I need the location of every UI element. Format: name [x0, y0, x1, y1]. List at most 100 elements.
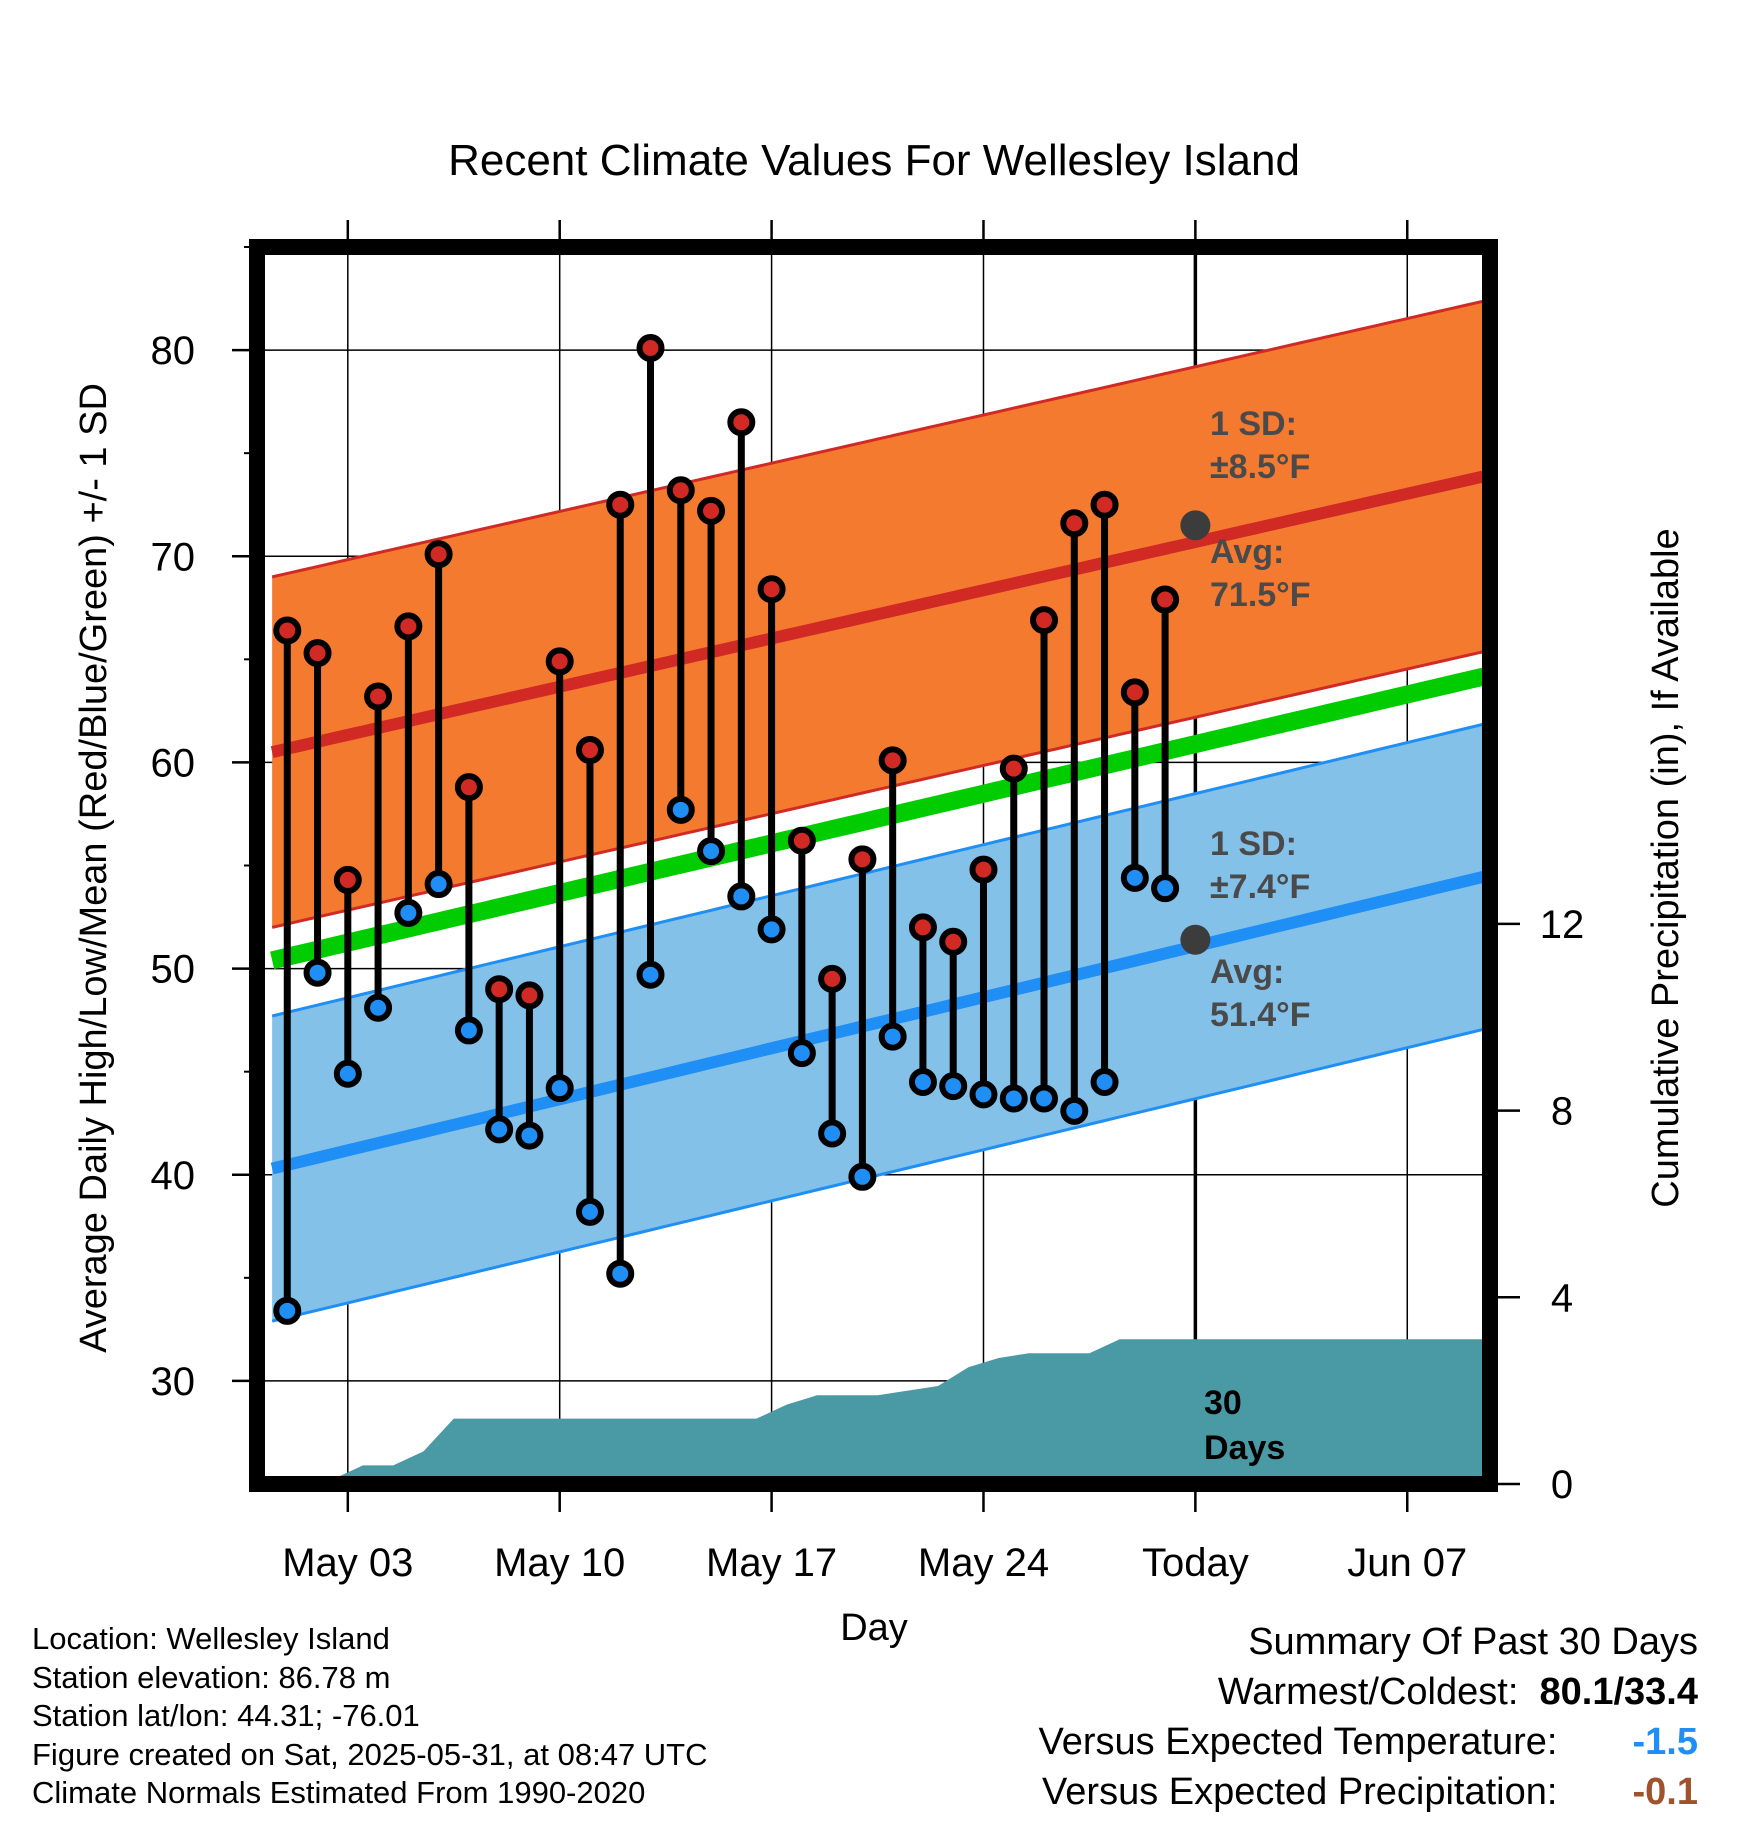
summary-panel: Summary Of Past 30 Days Warmest/Coldest:… — [1039, 1617, 1698, 1817]
low-band-lower — [271, 1026, 1490, 1323]
daily-low-point — [999, 1084, 1028, 1113]
daily-low-point — [1060, 1096, 1089, 1125]
daily-high-point — [303, 639, 332, 668]
high-sd-value: ±8.5°F — [1210, 448, 1310, 486]
daily-high-point — [727, 408, 756, 437]
daily-high-point — [485, 975, 514, 1004]
y-tick-label: 30 — [151, 1360, 196, 1404]
x-tick-label: May 17 — [706, 1541, 837, 1585]
period-number: 30 — [1204, 1384, 1242, 1422]
daily-high-point — [333, 865, 362, 894]
x-axis-label: Day — [840, 1607, 908, 1649]
daily-high-point — [787, 826, 816, 855]
chart-title: Recent Climate Values For Wellesley Isla… — [448, 136, 1300, 185]
today-low-normal-dot — [1180, 924, 1211, 955]
daily-low-point — [1151, 874, 1180, 903]
summary-precip: Versus Expected Precipitation: -0.1 — [1039, 1767, 1698, 1817]
daily-high-point — [1030, 606, 1059, 635]
daily-high-point — [273, 616, 302, 645]
y2-tick-label: 8 — [1551, 1090, 1573, 1134]
daily-low-point — [273, 1296, 302, 1325]
temp-label: Versus Expected Temperature: — [1038, 1721, 1558, 1763]
daily-low-point — [939, 1072, 968, 1101]
temp-value: -1.5 — [1632, 1721, 1698, 1763]
high-avg-label: Avg: — [1210, 533, 1284, 571]
daily-high-point — [1060, 509, 1089, 538]
daily-low-point — [1030, 1084, 1059, 1113]
daily-low-point — [394, 898, 423, 927]
daily-low-point — [606, 1259, 635, 1288]
summary-warm-cold: Warmest/Coldest: 80.1/33.4 — [1039, 1667, 1698, 1717]
summary-temp: Versus Expected Temperature: -1.5 — [1039, 1717, 1698, 1767]
daily-high-point — [757, 575, 786, 604]
period-unit: Days — [1204, 1429, 1285, 1467]
daily-high-point — [454, 773, 483, 802]
daily-low-point — [303, 958, 332, 987]
daily-low-point — [878, 1022, 907, 1051]
daily-high-point — [878, 746, 907, 775]
daily-low-point — [727, 882, 756, 911]
daily-low-point — [454, 1016, 483, 1045]
warm-cold-value: 80.1/33.4 — [1539, 1671, 1698, 1713]
daily-low-point — [424, 870, 453, 899]
daily-low-point — [515, 1121, 544, 1150]
high-sd-label: 1 SD: — [1210, 405, 1297, 443]
summary-heading: Summary Of Past 30 Days — [1248, 1621, 1698, 1663]
daily-low-point — [545, 1074, 574, 1103]
daily-low-point — [333, 1059, 362, 1088]
daily-low-point — [697, 837, 726, 866]
low-sd-value: ±7.4°F — [1210, 868, 1310, 906]
daily-high-point — [999, 754, 1028, 783]
daily-high-point — [394, 612, 423, 641]
x-tick-label: Jun 07 — [1347, 1541, 1467, 1585]
y-tick-label: 80 — [151, 329, 196, 373]
low-avg-label: Avg: — [1210, 953, 1284, 991]
station-info: Location: Wellesley Island Station eleva… — [32, 1620, 708, 1813]
daily-low-point — [1120, 863, 1149, 892]
plot-frame — [249, 239, 1498, 1492]
daily-low-point — [636, 960, 665, 989]
daily-low-point — [787, 1039, 816, 1068]
normals-text: Climate Normals Estimated From 1990-2020 — [32, 1775, 646, 1810]
warm-cold-label: Warmest/Coldest: — [1217, 1671, 1519, 1713]
y-tick-label: 50 — [151, 948, 196, 992]
daily-high-point — [848, 845, 877, 874]
x-tick-label: Today — [1142, 1541, 1249, 1585]
daily-high-point — [364, 682, 393, 711]
elevation-text: Station elevation: 86.78 m — [32, 1659, 391, 1695]
precip-value: -0.1 — [1632, 1771, 1698, 1813]
plot-area — [257, 247, 1490, 1484]
high-band-upper — [271, 298, 1490, 579]
y2-tick-label: 0 — [1551, 1463, 1573, 1507]
daily-low-point — [757, 915, 786, 944]
daily-low-point — [818, 1119, 847, 1148]
precip-label: Versus Expected Precipitation: — [1042, 1771, 1558, 1813]
daily-low-point — [666, 795, 695, 824]
y2-tick-label: 12 — [1540, 903, 1585, 947]
low-sd-label: 1 SD: — [1210, 825, 1297, 863]
y-axis-label: Average Daily High/Low/Mean (Red/Blue/Gr… — [73, 383, 115, 1353]
daily-high-point — [1090, 490, 1119, 519]
daily-high-point — [545, 647, 574, 676]
y2-tick-label: 4 — [1551, 1276, 1573, 1320]
daily-high-point — [606, 490, 635, 519]
daily-low-point — [969, 1080, 998, 1109]
daily-low-point — [848, 1162, 877, 1191]
daily-high-point — [1151, 585, 1180, 614]
high-avg-value: 71.5°F — [1210, 576, 1311, 614]
daily-low-point — [1090, 1067, 1119, 1096]
daily-high-point — [575, 736, 604, 765]
daily-high-point — [818, 964, 847, 993]
created-text: Figure created on Sat, 2025-05-31, at 08… — [32, 1736, 708, 1772]
y2-axis-label: Cumulative Precipitation (in), If Availa… — [1645, 528, 1687, 1207]
daily-high-point — [697, 496, 726, 525]
daily-low-point — [575, 1197, 604, 1226]
location-text: Location: Wellesley Island — [32, 1621, 390, 1656]
x-tick-label: May 10 — [494, 1541, 625, 1585]
today-high-normal-dot — [1180, 510, 1211, 541]
normal-high-line — [270, 468, 1490, 758]
y-tick-label: 70 — [151, 535, 196, 579]
daily-low-point — [485, 1115, 514, 1144]
daily-high-point — [424, 540, 453, 569]
